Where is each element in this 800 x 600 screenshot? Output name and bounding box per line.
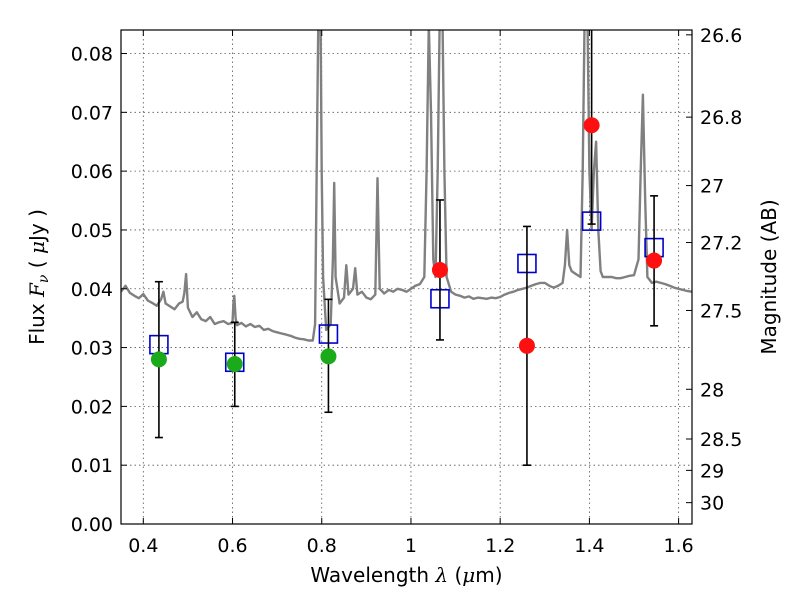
spectrum-line bbox=[121, 30, 692, 342]
x-tick-label: 1.2 bbox=[485, 535, 515, 557]
y-axis-title-prefix: Flux bbox=[25, 297, 49, 345]
y2-tick-label: 28.5 bbox=[700, 429, 742, 451]
plot-frame bbox=[120, 29, 693, 525]
x-tick-label: 1.6 bbox=[664, 535, 694, 557]
y-axis-title: Flux Fν ( μJy ) bbox=[25, 209, 52, 345]
y-tick-label: 0.08 bbox=[71, 44, 113, 66]
x-axis-title-suffix: ( bbox=[448, 563, 462, 587]
red-data-point bbox=[518, 337, 535, 354]
red-data-point bbox=[583, 117, 600, 134]
y-tick-label: 0.04 bbox=[71, 279, 113, 301]
y-tick-label: 0.07 bbox=[71, 102, 113, 124]
x-axis-title-unit-symbol: μ bbox=[462, 563, 475, 587]
x-tick-label: 1.4 bbox=[574, 535, 604, 557]
y2-tick-label: 29 bbox=[700, 460, 724, 482]
x-axis-title: Wavelength λ (μm) bbox=[310, 563, 502, 587]
green-data-point bbox=[320, 348, 337, 365]
y-tick-label: 0.06 bbox=[71, 161, 113, 183]
y-axis-title-unit: Jy ) bbox=[25, 209, 49, 243]
x-axis-title-symbol: λ bbox=[434, 563, 448, 587]
y-tick-label: 0.02 bbox=[71, 396, 113, 418]
green-data-point bbox=[226, 356, 243, 373]
y2-axis-title: Magnitude (AB) bbox=[757, 199, 781, 354]
y-axis-title-symbol: F bbox=[25, 282, 49, 298]
y2-tick-label: 28 bbox=[700, 379, 724, 401]
y-axis-title-subscript: ν bbox=[36, 274, 52, 283]
red-data-point bbox=[431, 261, 448, 278]
y2-tick-label: 27.2 bbox=[700, 233, 742, 255]
y2-tick-label: 26.8 bbox=[700, 107, 742, 129]
y-tick-label: 0.00 bbox=[71, 514, 113, 536]
x-tick-label: 0.6 bbox=[217, 535, 247, 557]
y2-tick-label: 30 bbox=[700, 493, 724, 515]
y2-tick-label: 27.5 bbox=[700, 300, 742, 322]
data-marks bbox=[149, 30, 664, 466]
y-axis-title-unit-symbol: μ bbox=[25, 241, 49, 254]
green-data-point bbox=[150, 351, 167, 368]
plot-area bbox=[121, 30, 692, 342]
y-axis-title-suffix: ( bbox=[25, 254, 49, 275]
y-tick-label: 0.03 bbox=[71, 338, 113, 360]
red-data-point bbox=[646, 252, 663, 269]
x-axis-title-prefix: Wavelength bbox=[310, 563, 435, 587]
x-axis-title-unit: m) bbox=[475, 563, 502, 587]
y2-tick-label: 26.6 bbox=[700, 25, 742, 47]
x-tick-label: 1 bbox=[405, 535, 417, 557]
axes: 0.4 0.6 0.8 1 1.2 1.4 1.6 0.00 0.01 0.02 0.03 0.04 0… bbox=[71, 25, 743, 557]
y2-tick-label: 27 bbox=[700, 176, 724, 198]
x-tick-label: 0.8 bbox=[307, 535, 337, 557]
y-tick-label: 0.05 bbox=[71, 220, 113, 242]
x-tick-label: 0.4 bbox=[128, 535, 158, 557]
y-tick-label: 0.01 bbox=[71, 455, 113, 477]
